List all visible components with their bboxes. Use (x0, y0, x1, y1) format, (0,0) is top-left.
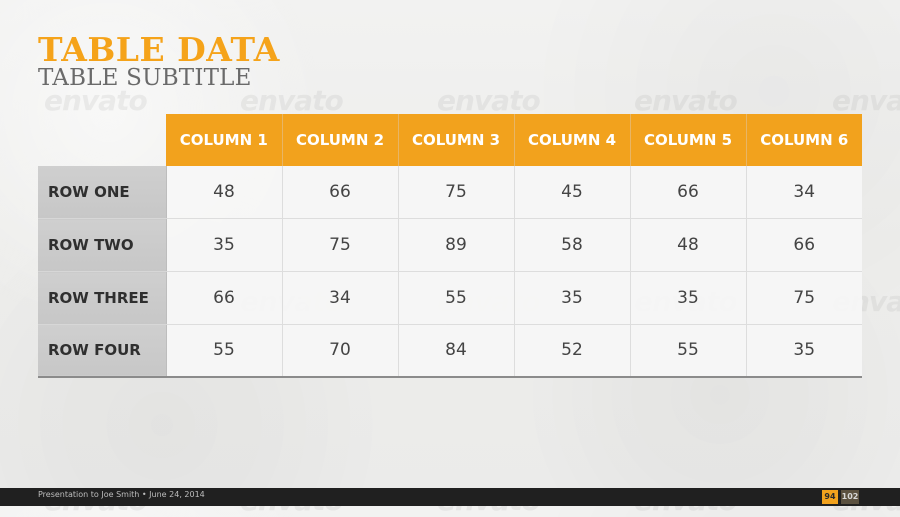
table-cell: 58 (514, 218, 631, 272)
table-cell: 48 (630, 218, 747, 272)
data-table: COLUMN 1 COLUMN 2 COLUMN 3 COLUMN 4 COLU… (38, 114, 862, 378)
row-header: ROW FOUR (38, 324, 167, 378)
table-cell: 34 (282, 271, 399, 325)
table-cell: 55 (166, 324, 283, 378)
watermark-text: envato (437, 84, 541, 117)
table-cell: 75 (282, 218, 399, 272)
slide-subtitle: TABLE SUBTITLE (38, 65, 252, 91)
page-number-current: 94 (822, 490, 838, 504)
table-cell: 66 (746, 218, 862, 272)
header-row: COLUMN 1 COLUMN 2 COLUMN 3 COLUMN 4 COLU… (38, 114, 862, 166)
table-row: ROW FOUR 55 70 84 52 55 35 (38, 324, 862, 378)
table-header: COLUMN 1 COLUMN 2 COLUMN 3 COLUMN 4 COLU… (38, 114, 862, 166)
data-table-container: COLUMN 1 COLUMN 2 COLUMN 3 COLUMN 4 COLU… (38, 114, 862, 378)
column-header: COLUMN 6 (746, 114, 862, 166)
column-header: COLUMN 2 (282, 114, 399, 166)
slide-footer: Presentation to Joe Smith • June 24, 201… (0, 488, 900, 506)
watermark-text: envato (634, 84, 738, 117)
table-row: ROW TWO 35 75 89 58 48 66 (38, 218, 862, 272)
table-cell: 89 (398, 218, 515, 272)
page-number-total: 102 (841, 490, 859, 504)
column-header: COLUMN 1 (166, 114, 283, 166)
table-corner-cell (38, 114, 166, 166)
table-cell: 52 (514, 324, 631, 378)
table-cell: 66 (630, 166, 747, 220)
table-cell: 66 (282, 166, 399, 220)
table-cell: 45 (514, 166, 631, 220)
table-cell: 35 (746, 324, 862, 378)
table-cell: 75 (746, 271, 862, 325)
table-cell: 55 (630, 324, 747, 378)
slide-title: TABLE DATA (38, 30, 280, 69)
table-cell: 35 (514, 271, 631, 325)
table-cell: 48 (166, 166, 283, 220)
table-row: ROW ONE 48 66 75 45 66 34 (38, 166, 862, 220)
watermark-text: envato (832, 84, 900, 117)
table-body: ROW ONE 48 66 75 45 66 34 ROW TWO 35 75 … (38, 166, 862, 378)
table-cell: 66 (166, 271, 283, 325)
row-header: ROW ONE (38, 166, 167, 220)
table-cell: 75 (398, 166, 515, 220)
footer-text: Presentation to Joe Smith • June 24, 201… (38, 490, 205, 499)
column-header: COLUMN 3 (398, 114, 515, 166)
table-cell: 34 (746, 166, 862, 220)
table-cell: 70 (282, 324, 399, 378)
row-header: ROW TWO (38, 218, 167, 272)
table-cell: 84 (398, 324, 515, 378)
table-cell: 35 (630, 271, 747, 325)
row-header: ROW THREE (38, 271, 167, 325)
column-header: COLUMN 4 (514, 114, 631, 166)
table-cell: 55 (398, 271, 515, 325)
table-row: ROW THREE 66 34 55 35 35 75 (38, 271, 862, 325)
table-cell: 35 (166, 218, 283, 272)
watermark-text: envato (240, 84, 344, 117)
column-header: COLUMN 5 (630, 114, 747, 166)
